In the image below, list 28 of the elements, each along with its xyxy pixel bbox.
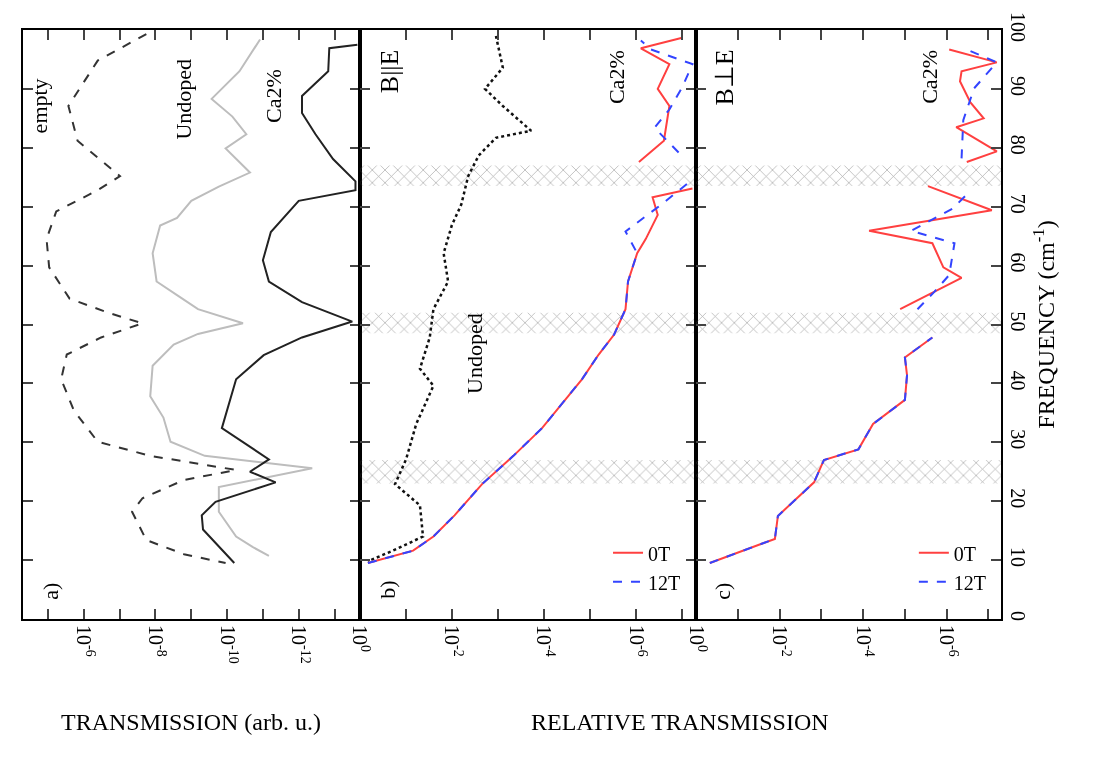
y-tick-label: 20 — [1007, 488, 1029, 509]
y-tick-label: 50 — [1007, 311, 1029, 332]
y-tick-label: 30 — [1007, 429, 1029, 450]
annotation: a) — [38, 582, 64, 600]
y-tick-label: 60 — [1007, 252, 1029, 273]
y-tick-label: 100 — [1007, 12, 1029, 42]
y-tick-label: 70 — [1007, 193, 1029, 214]
text: Ca2% — [261, 69, 287, 123]
text: empty — [27, 78, 53, 134]
annotation: Ca2% — [603, 50, 629, 105]
y-tick-label: 0 — [1007, 611, 1029, 621]
annotation: Ca2% — [917, 50, 943, 104]
legend-label: 0T — [648, 542, 671, 565]
text: Undoped — [170, 58, 196, 140]
annotation: B⊥E — [710, 49, 740, 106]
annotation: B||E — [374, 49, 404, 94]
x-axis-title: TRANSMISSION (arb. u.) — [61, 709, 321, 735]
y-tick-label: 80 — [1007, 134, 1029, 155]
legend-label: 12T — [953, 571, 987, 594]
annotation: b) — [375, 580, 401, 599]
annotation: Undoped — [462, 313, 488, 394]
legend-label: 0T — [953, 542, 977, 565]
y-tick-label: 40 — [1007, 370, 1029, 391]
annotation: c) — [709, 582, 735, 600]
y-tick-label: 90 — [1007, 75, 1029, 96]
y-tick-label: 10 — [1007, 547, 1029, 568]
legend-label: 12T — [648, 571, 681, 594]
x-axis-title: RELATIVE TRANSMISSION — [531, 709, 829, 735]
